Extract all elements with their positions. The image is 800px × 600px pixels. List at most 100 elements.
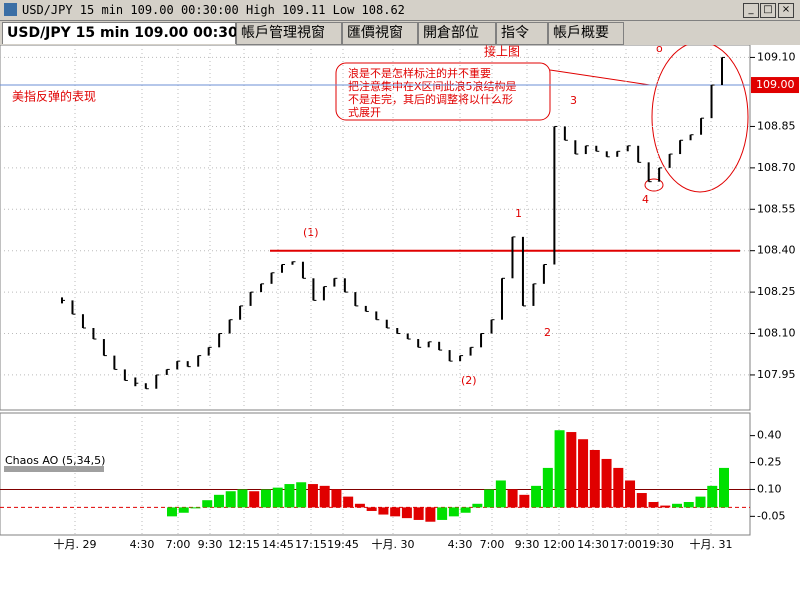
current-price-label: 109.00 bbox=[756, 78, 795, 91]
ao-bar bbox=[272, 487, 283, 508]
x-tick-label: 9:30 bbox=[515, 538, 540, 551]
ao-bar bbox=[672, 503, 683, 508]
tab[interactable]: 匯價視窗 bbox=[342, 22, 418, 45]
indicator-label-bar bbox=[4, 466, 104, 472]
ao-bar bbox=[307, 484, 318, 508]
annotation: 美指反弹的表现 bbox=[12, 89, 96, 104]
note-box bbox=[335, 62, 551, 121]
title-bar: USD/JPY 15 min 109.00 00:30:00 High 109.… bbox=[0, 0, 800, 21]
ao-bar bbox=[249, 491, 260, 508]
ao-bar bbox=[531, 485, 542, 508]
x-tick-label: 十月. 30 bbox=[372, 537, 415, 551]
ao-bar bbox=[707, 485, 718, 508]
annotation: o bbox=[656, 45, 663, 55]
ao-bar bbox=[683, 501, 694, 508]
note-line: 不是走完，其后的调整将以什么形 bbox=[348, 92, 513, 106]
ao-bar bbox=[331, 489, 342, 508]
x-tick-label: 12:00 bbox=[543, 538, 575, 551]
window-title: USD/JPY 15 min 109.00 00:30:00 High 109.… bbox=[22, 3, 405, 17]
x-tick-label: 十月. 29 bbox=[54, 537, 97, 551]
ao-bar bbox=[167, 507, 177, 517]
annotation: (2) bbox=[461, 374, 477, 387]
ao-bar bbox=[448, 507, 459, 517]
note-line: 浪是不是怎样标注的并不重要 bbox=[348, 66, 491, 80]
tab[interactable]: 帳戶概要 bbox=[548, 22, 624, 45]
indicator-name: Chaos AO (5,34,5) bbox=[5, 454, 105, 467]
y-tick-label: 108.10 bbox=[757, 327, 796, 340]
x-tick-label: 17:00 bbox=[610, 538, 642, 551]
ao-bar bbox=[343, 496, 354, 508]
y-tick-label: 108.40 bbox=[757, 244, 796, 257]
ao-bar bbox=[260, 489, 271, 508]
x-tick-label: 17:15 bbox=[295, 538, 327, 551]
ao-bar bbox=[542, 467, 553, 508]
x-tick-label: 14:45 bbox=[262, 538, 294, 551]
ao-bar bbox=[507, 489, 518, 508]
ao-bar bbox=[178, 507, 189, 513]
ao-bar bbox=[390, 507, 401, 517]
ao-bar bbox=[413, 507, 424, 520]
tab[interactable]: 帳戶管理視窗 bbox=[236, 22, 342, 45]
ao-bar bbox=[425, 507, 436, 522]
y-tick-label: 0.40 bbox=[757, 429, 782, 442]
x-tick-label: 4:30 bbox=[130, 538, 155, 551]
minimize-button[interactable]: _ bbox=[743, 3, 759, 18]
ao-bar bbox=[225, 491, 236, 508]
annotation: 4 bbox=[642, 193, 649, 206]
ao-bar bbox=[378, 507, 389, 515]
ao-bar bbox=[578, 439, 589, 508]
annotation: (1) bbox=[303, 226, 319, 239]
x-tick-label: 19:30 bbox=[642, 538, 674, 551]
ao-bar bbox=[437, 507, 448, 520]
x-tick-label: 14:30 bbox=[577, 538, 609, 551]
x-tick-label: 7:00 bbox=[480, 538, 505, 551]
x-tick-label: 7:00 bbox=[166, 538, 191, 551]
annotation: 3 bbox=[570, 94, 577, 107]
close-button[interactable]: × bbox=[778, 3, 794, 18]
ao-bar bbox=[636, 493, 647, 508]
annotation: 接上图 bbox=[484, 45, 520, 59]
y-tick-label: 108.55 bbox=[757, 202, 796, 215]
y-tick-label: 109.10 bbox=[757, 50, 796, 63]
ao-bar bbox=[472, 503, 483, 508]
x-tick-label: 4:30 bbox=[448, 538, 473, 551]
ao-bar bbox=[519, 494, 530, 508]
y-tick-label: 0.25 bbox=[757, 456, 782, 469]
ao-bar bbox=[296, 482, 307, 508]
y-tick-label: 108.85 bbox=[757, 119, 796, 132]
chart: Chaos AO (5,34,5) 美指反弹的表现 (1) (2) 1 2 3 … bbox=[0, 45, 799, 551]
x-tick-label: 12:15 bbox=[228, 538, 260, 551]
y-tick-label: 108.25 bbox=[757, 285, 796, 298]
ao-bar bbox=[319, 485, 330, 508]
tab[interactable]: 開倉部位 bbox=[418, 22, 496, 45]
ao-bar bbox=[484, 489, 495, 508]
highlight-ellipse bbox=[651, 45, 749, 193]
highlight-ellipse bbox=[644, 178, 664, 192]
tab[interactable]: 指令 bbox=[496, 22, 548, 45]
ao-bar bbox=[213, 494, 224, 508]
ao-bar bbox=[554, 430, 565, 508]
maximize-button[interactable]: □ bbox=[760, 3, 776, 18]
ao-bar bbox=[589, 449, 600, 508]
current-price-box bbox=[751, 77, 799, 94]
annotation: 2 bbox=[544, 326, 551, 339]
ao-bar bbox=[202, 500, 213, 508]
x-tick-label: 9:30 bbox=[198, 538, 223, 551]
ao-bar bbox=[719, 467, 729, 508]
tab-bar: USD/JPY 15 min 109.00 00:30:00 帳戶管理視窗 匯價… bbox=[0, 21, 800, 45]
ao-bar bbox=[495, 480, 506, 508]
tab[interactable]: USD/JPY 15 min 109.00 00:30:00 bbox=[2, 22, 263, 44]
ao-bar bbox=[460, 507, 471, 513]
ao-bar bbox=[284, 484, 295, 508]
y-tick-label: 108.70 bbox=[757, 161, 796, 174]
y-tick-label: 107.95 bbox=[757, 368, 796, 381]
ao-bar bbox=[695, 496, 706, 508]
ao-bar bbox=[237, 489, 248, 508]
ao-bar bbox=[354, 503, 365, 508]
ao-bar bbox=[566, 432, 577, 508]
ao-bar bbox=[613, 467, 624, 508]
ao-bar bbox=[601, 458, 612, 508]
ao-bar bbox=[190, 507, 201, 509]
x-tick-label: 十月. 31 bbox=[690, 537, 733, 551]
